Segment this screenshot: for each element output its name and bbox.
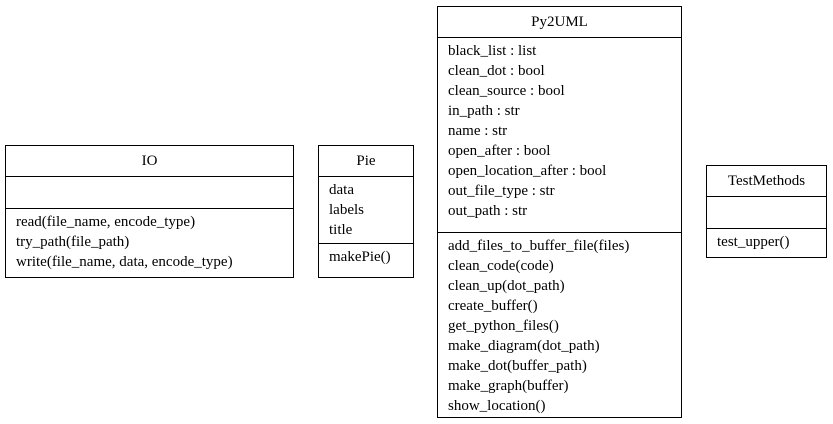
method-get-python-files: get_python_files() [448, 318, 559, 334]
method-write: write(file_name, data, encode_type) [16, 254, 233, 270]
attribute-out-file-type: out_file_type : str [448, 183, 555, 199]
attribute-open-after: open_after : bool [448, 143, 551, 159]
attribute-clean-source: clean_source : bool [448, 83, 565, 99]
method-read: read(file_name, encode_type) [16, 214, 196, 230]
method-create-buffer: create_buffer() [448, 298, 538, 314]
method-make-pie: makePie() [329, 249, 391, 265]
attributes-compartment-io [6, 177, 293, 209]
attributes-compartment-py2uml: black_list : list clean_dot : bool clean… [438, 38, 681, 233]
class-box-py2uml: Py2UML black_list : list clean_dot : boo… [437, 6, 682, 418]
methods-compartment-io: read(file_name, encode_type) try_path(fi… [6, 209, 293, 275]
method-make-graph: make_graph(buffer) [448, 378, 569, 394]
attribute-in-path: in_path : str [448, 103, 520, 119]
attribute-clean-dot: clean_dot : bool [448, 63, 545, 79]
attribute-name: name : str [448, 123, 508, 139]
method-try-path: try_path(file_path) [16, 234, 130, 250]
attributes-compartment-testmethods [707, 197, 826, 229]
attribute-black-list: black_list : list [448, 43, 537, 59]
attribute-title: title [329, 222, 353, 238]
method-show-location: show_location() [448, 398, 546, 414]
class-box-testmethods: TestMethods test_upper() [706, 165, 827, 258]
attribute-data: data [329, 182, 354, 198]
class-box-io: IO read(file_name, encode_type) try_path… [5, 145, 294, 278]
class-name-testmethods: TestMethods [707, 166, 826, 197]
methods-compartment-pie: makePie() [319, 244, 413, 270]
method-test-upper: test_upper() [717, 234, 790, 250]
method-clean-code: clean_code(code) [448, 258, 554, 274]
method-add-files-to-buffer-file: add_files_to_buffer_file(files) [448, 238, 630, 254]
attributes-compartment-pie: data labels title [319, 177, 413, 244]
class-name-io: IO [6, 146, 293, 177]
class-name-pie: Pie [319, 146, 413, 177]
method-make-dot: make_dot(buffer_path) [448, 358, 587, 374]
methods-compartment-testmethods: test_upper() [707, 229, 826, 255]
attribute-labels: labels [329, 202, 364, 218]
class-name-py2uml: Py2UML [438, 7, 681, 38]
methods-compartment-py2uml: add_files_to_buffer_file(files) clean_co… [438, 233, 681, 419]
class-box-pie: Pie data labels title makePie() [318, 145, 414, 278]
attribute-open-location-after: open_location_after : bool [448, 163, 607, 179]
method-clean-up: clean_up(dot_path) [448, 278, 565, 294]
method-make-diagram: make_diagram(dot_path) [448, 338, 600, 354]
attribute-out-path: out_path : str [448, 203, 528, 219]
